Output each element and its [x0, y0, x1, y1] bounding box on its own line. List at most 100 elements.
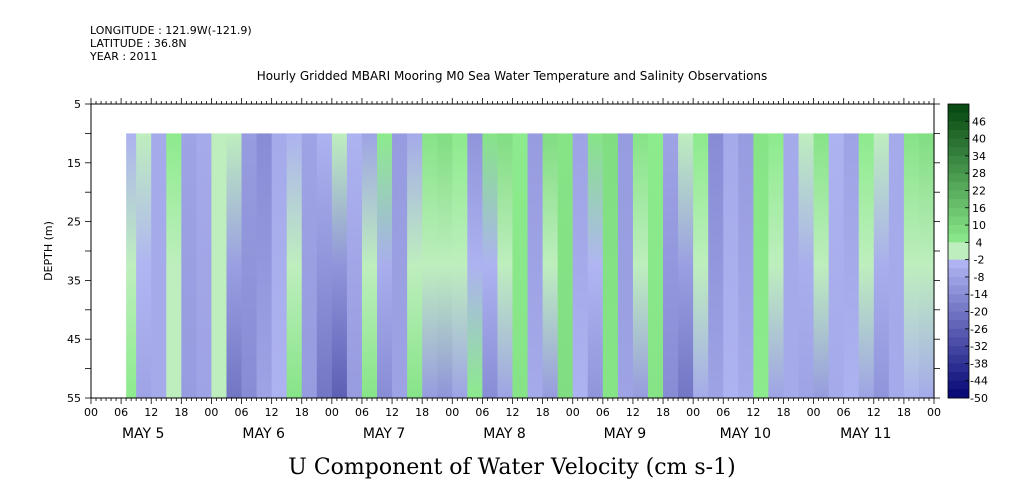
colorbar-label: -32: [970, 340, 988, 353]
colorbar-label: -14: [970, 288, 988, 301]
heatmap-cell: [647, 133, 664, 398]
heatmap-cell: [196, 133, 213, 398]
colorbar-label: -20: [970, 306, 988, 319]
colorbar-segment: [948, 121, 969, 131]
colorbar-segment: [948, 354, 969, 364]
heatmap-cell: [226, 133, 243, 398]
heatmap-cell: [738, 133, 754, 398]
colorbar-label: -8: [974, 271, 985, 284]
heatmap-cell: [557, 133, 574, 398]
x-hour-tick-label: 12: [626, 406, 640, 419]
x-hour-tick-label: 18: [295, 406, 309, 419]
x-hour-tick-label: 12: [506, 406, 520, 419]
heatmap-cell: [542, 133, 559, 398]
colorbar-segment: [948, 389, 969, 399]
heatmap-cell: [768, 133, 785, 398]
colorbar-frame: [947, 103, 970, 399]
x-axis-label: U Component of Water Velocity (cm s-1): [288, 455, 735, 480]
heatmap-cell: [316, 133, 333, 398]
heatmap-cell: [888, 133, 905, 398]
colorbar-segment: [948, 294, 969, 304]
colorbar-segment: [948, 311, 969, 321]
heatmap-cell: [617, 133, 634, 398]
colorbar-segment: [948, 181, 969, 191]
year-label: YEAR : 2011: [90, 50, 158, 63]
x-hour-tick-label: 12: [867, 406, 881, 419]
x-hour-tick-label: 00: [686, 406, 700, 419]
colorbar-segment: [948, 164, 969, 174]
latitude-label: LATITUDE : 36.8N: [90, 37, 187, 50]
heatmap-cell: [331, 133, 348, 398]
x-hour-tick-label: 06: [596, 406, 610, 419]
colorbar-segment: [948, 285, 969, 295]
colorbar-segment: [948, 276, 969, 286]
x-day-label: MAY 6: [242, 426, 285, 442]
heatmap-cell: [452, 133, 468, 398]
x-hour-tick-label: 18: [897, 406, 911, 419]
heatmap-cell: [482, 133, 499, 398]
colorbar-segment: [948, 372, 969, 382]
colorbar-label: 16: [972, 202, 986, 215]
x-hour-tick-label: 18: [776, 406, 790, 419]
colorbar-label: -26: [970, 323, 988, 336]
x-hour-tick-label: 00: [204, 406, 218, 419]
colorbar-segment: [948, 190, 969, 200]
x-day-label: MAY 7: [363, 426, 405, 442]
longitude-label: LONGITUDE : 121.9W(-121.9): [90, 24, 252, 37]
colorbar-label: -2: [974, 254, 985, 267]
colorbar-segment: [948, 380, 969, 390]
colorbar-segment: [948, 112, 969, 122]
colorbar-segment: [948, 259, 969, 269]
heatmap-cell: [843, 133, 860, 398]
heatmap-cell: [241, 133, 258, 398]
colorbar-segment: [948, 363, 969, 373]
heatmap-cell: [437, 133, 453, 398]
heatmap-cell: [858, 133, 875, 398]
heatmap-cell: [527, 133, 544, 398]
colorbar-segment: [948, 138, 969, 148]
heatmap-cell: [377, 133, 393, 398]
heatmap-cell: [918, 133, 935, 398]
heatmap-cell: [181, 133, 197, 398]
x-hour-tick-label: 18: [415, 406, 429, 419]
x-hour-tick-label: 06: [235, 406, 249, 419]
x-hour-tick-label: 00: [807, 406, 821, 419]
heatmap-cell: [708, 133, 724, 398]
x-hour-tick-label: 00: [445, 406, 459, 419]
heatmap-cell: [873, 133, 890, 398]
heatmap-cell: [813, 133, 830, 398]
x-hour-tick-label: 18: [174, 406, 188, 419]
heatmap-cell: [166, 133, 182, 398]
heatmap-cell: [798, 133, 815, 398]
heatmap-cell: [271, 133, 288, 398]
colorbar-segment: [948, 225, 969, 235]
y-tick-label: 15: [67, 157, 81, 170]
x-hour-tick-label: 06: [355, 406, 369, 419]
heatmap-cell: [256, 133, 273, 398]
x-hour-tick-label: 00: [325, 406, 339, 419]
x-day-label: MAY 8: [483, 426, 525, 442]
colorbar-label: 10: [972, 219, 986, 232]
heatmap-cell: [587, 133, 604, 398]
colorbar-label: 4: [976, 236, 983, 249]
heatmap-cell: [723, 133, 739, 398]
colorbar-label: -38: [970, 357, 988, 370]
x-hour-tick-label: 12: [746, 406, 760, 419]
metadata-block: LONGITUDE : 121.9W(-121.9) LATITUDE : 36…: [90, 24, 252, 63]
x-hour-tick-label: 00: [566, 406, 580, 419]
colorbar-segment: [948, 242, 969, 252]
x-day-label: MAY 9: [604, 426, 646, 442]
x-hour-tick-label: 00: [927, 406, 941, 419]
colorbar-segment: [948, 155, 969, 165]
colorbar-segment: [948, 216, 969, 226]
colorbar-label: 22: [972, 184, 986, 197]
heatmap-cell: [467, 133, 483, 398]
heatmap-cell: [828, 133, 845, 398]
colorbar: 46 40 34 28 22 16 10 4 -2 -8 -14 -20 -26 -32 -38 -44 -50: [947, 103, 988, 405]
colorbar-segment: [948, 199, 969, 209]
colorbar-segment: [948, 129, 969, 139]
y-tick-label: 55: [67, 392, 81, 405]
heatmap-cell: [678, 133, 694, 398]
heatmap-cell: [392, 133, 408, 398]
